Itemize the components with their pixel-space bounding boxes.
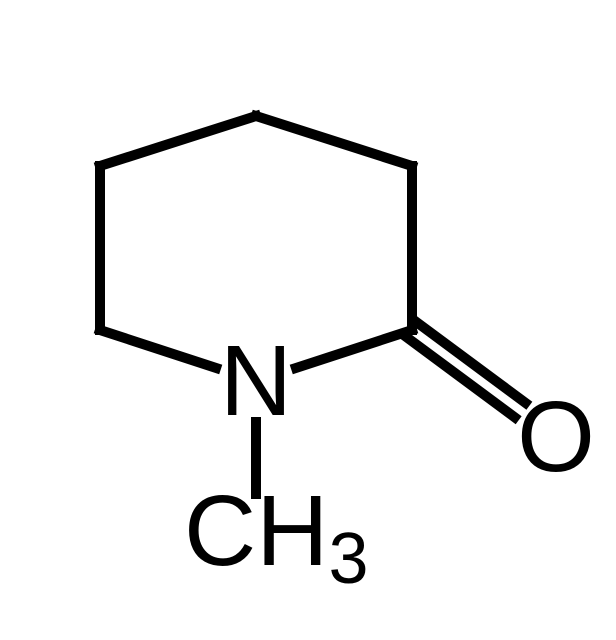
atom-label-CH3: CH3 bbox=[184, 475, 368, 599]
molecule-diagram: N O CH3 bbox=[0, 0, 616, 640]
atom-labels-layer: N O CH3 bbox=[184, 325, 595, 599]
atom-label-N: N bbox=[220, 325, 292, 437]
bonds-layer bbox=[100, 116, 525, 494]
atom-label-O: O bbox=[517, 381, 595, 493]
